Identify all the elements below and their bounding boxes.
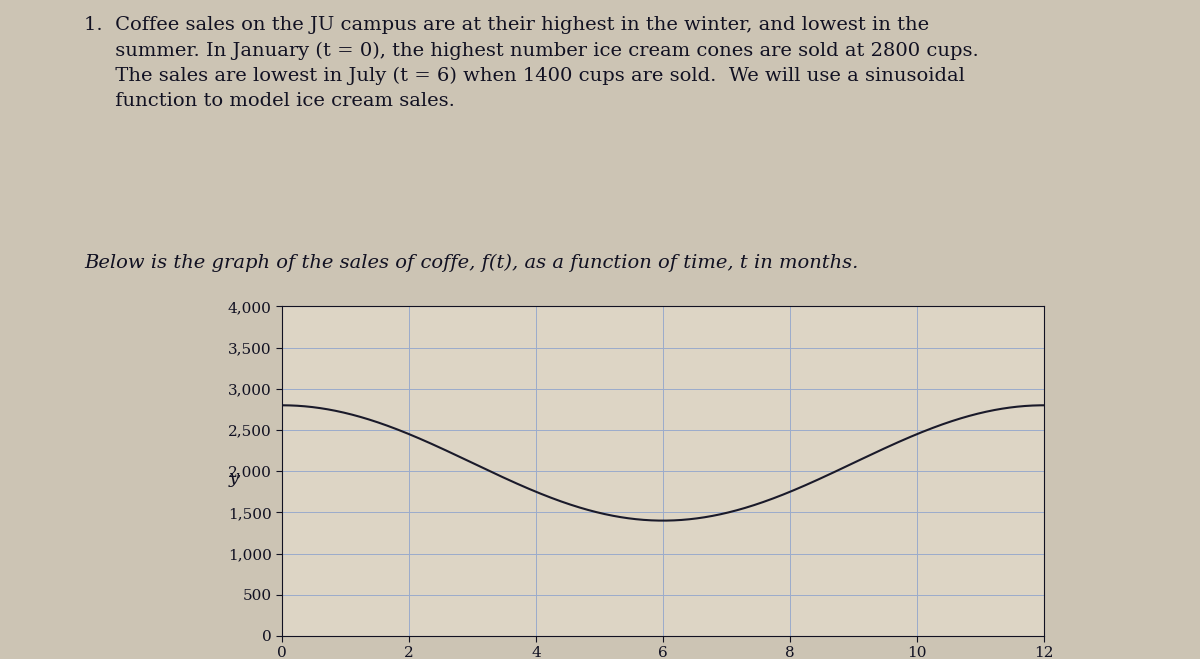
Text: y: y [229, 469, 239, 487]
Text: 1.  Coffee sales on the JU campus are at their highest in the winter, and lowest: 1. Coffee sales on the JU campus are at … [84, 16, 979, 110]
Text: Below is the graph of the sales of coffe, f(t), as a function of time, t in mont: Below is the graph of the sales of coffe… [84, 254, 858, 272]
